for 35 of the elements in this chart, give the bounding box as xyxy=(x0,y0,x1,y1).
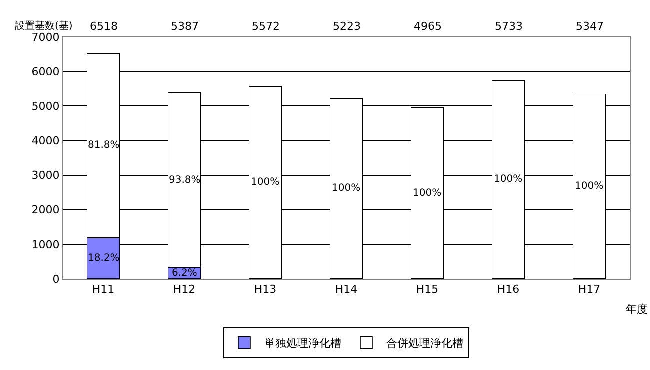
y-tick-label: 1000 xyxy=(32,238,60,252)
text: 5347 xyxy=(576,20,604,33)
annotation: 100% xyxy=(332,183,361,194)
y-tick-label: 3000 xyxy=(32,169,60,182)
x-tick-label: H14 xyxy=(335,283,358,296)
x-tick-label: H15 xyxy=(416,283,439,296)
x-tick-label: H12 xyxy=(173,283,196,296)
text: 6518 xyxy=(90,20,118,33)
y-tick-label: 2000 xyxy=(32,204,60,217)
text: 5572 xyxy=(252,20,280,33)
text: 4965 xyxy=(414,20,442,33)
annotation: 100% xyxy=(494,174,523,185)
annotation: 100% xyxy=(251,177,280,188)
y-tick-label: 0 xyxy=(52,272,60,286)
x-axis-title: 年度 xyxy=(626,303,648,316)
annotation: 100% xyxy=(413,188,442,199)
legend-label: 合併処理浄化槽 xyxy=(386,337,464,350)
annotation: 6.2% xyxy=(172,268,198,279)
y-tick-label: 7000 xyxy=(32,30,60,44)
text: 5223 xyxy=(333,20,361,33)
y-tick-label: 5000 xyxy=(32,100,60,113)
x-tick-label: H16 xyxy=(497,283,520,296)
annotation: 100% xyxy=(575,181,604,192)
x-tick-label: H13 xyxy=(254,283,277,296)
annotation: 81.8% xyxy=(88,140,120,151)
y-tick-label: 4000 xyxy=(32,134,60,148)
y-axis-title: 設置基数(基) xyxy=(15,20,73,32)
text: 5733 xyxy=(495,20,523,33)
annotation: 18.2% xyxy=(88,253,120,264)
y-tick-label: 6000 xyxy=(32,65,60,78)
text: 5387 xyxy=(171,20,199,33)
x-tick-label: H11 xyxy=(92,283,115,296)
x-tick-label: H17 xyxy=(578,283,601,296)
legend-label: 単独処理浄化槽 xyxy=(264,337,342,350)
annotation: 93.8% xyxy=(169,175,201,186)
